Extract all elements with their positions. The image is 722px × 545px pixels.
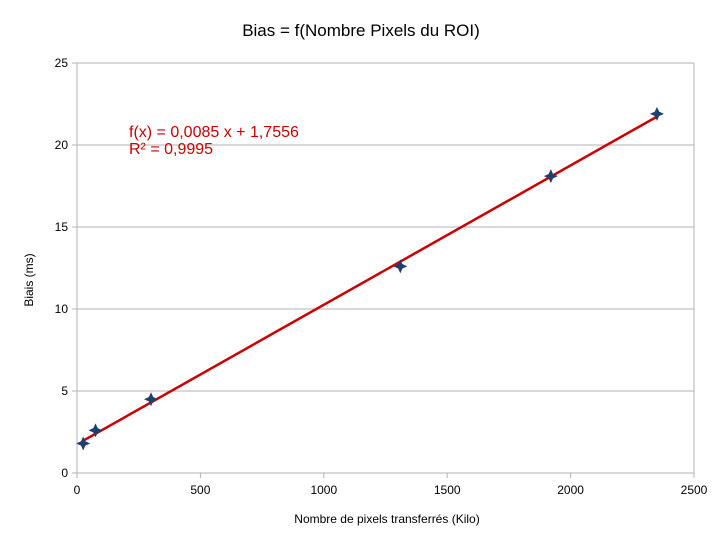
y-tick-label-0: 0 [61, 466, 68, 480]
x-axis-label: Nombre de pixels transferrés (Kilo) [294, 512, 479, 526]
data-point-3 [144, 392, 159, 407]
x-axis-ticks: 0 500 1000 1500 2000 2500 [74, 473, 708, 497]
data-point-5 [543, 169, 558, 184]
y-axis-label: Biais (ms) [22, 253, 36, 306]
gridlines [77, 62, 694, 392]
trendline [82, 115, 658, 442]
axes [76, 63, 695, 474]
data-point-2 [88, 423, 103, 438]
y-tick-label-5: 5 [61, 384, 68, 398]
x-tick-label-1000: 1000 [310, 483, 337, 497]
data-point-6 [649, 106, 664, 121]
data-points [76, 106, 664, 451]
y-axis-ticks: 0 5 10 15 20 25 [55, 56, 77, 480]
data-point-1 [76, 436, 91, 451]
x-tick-label-500: 500 [190, 483, 210, 497]
trendline-equation: f(x) = 0,0085 x + 1,7556 [129, 124, 299, 141]
trendline-r-squared: R² = 0,9995 [129, 141, 213, 158]
trendline-group [82, 115, 658, 442]
y-tick-label-25: 25 [55, 56, 69, 70]
chart-title: Bias = f(Nombre Pixels du ROI) [242, 21, 480, 40]
x-tick-label-0: 0 [74, 483, 81, 497]
data-point-4 [393, 259, 408, 274]
y-tick-label-10: 10 [55, 302, 69, 316]
x-tick-label-2500: 2500 [681, 483, 708, 497]
y-tick-label-15: 15 [55, 220, 69, 234]
x-tick-label-1500: 1500 [434, 483, 461, 497]
x-tick-label-2000: 2000 [557, 483, 584, 497]
y-tick-label-20: 20 [55, 138, 69, 152]
